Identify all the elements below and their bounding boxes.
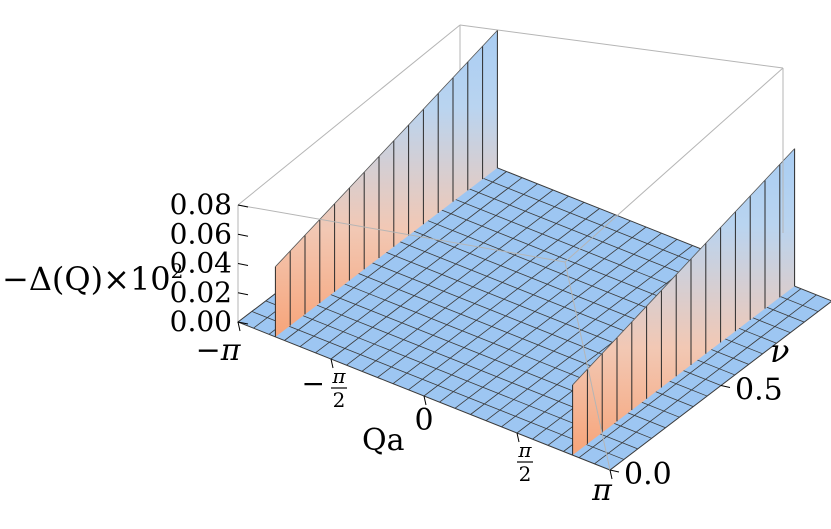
wall-face (572, 148, 795, 456)
surface-wall-left (274, 30, 498, 337)
x-tick-fraction: π2 (517, 438, 533, 486)
x-tick-denominator: 2 (519, 462, 532, 486)
x-tick-fraction: − π2 (302, 364, 347, 412)
x-tick-numerator: π (517, 438, 532, 462)
box-front-edges (237, 67, 784, 471)
x-tick-mark (237, 321, 241, 332)
x-tick-numerator: π (331, 364, 346, 388)
x-tick-label: −π (196, 333, 242, 368)
z-axis-ticks: 0.000.020.040.060.08 (170, 188, 249, 338)
z-tick-label: 0.02 (170, 276, 232, 309)
y-axis-ticks: 0.00.51.0 (609, 373, 783, 492)
x-tick-denominator: 2 (333, 388, 346, 412)
y-tick-mark (609, 469, 620, 473)
x-tick-sign: − (302, 367, 325, 400)
x-tick-label: π (591, 473, 613, 508)
y-tick-mark (720, 385, 731, 388)
z-tick-mark (237, 263, 249, 266)
y-tick-label: 0.5 (735, 373, 783, 408)
surface-wall-right (572, 148, 796, 456)
z-tick-mark (237, 233, 249, 237)
mesh-line-y (251, 311, 625, 460)
z-axis-label: −Δ(Q)×102 (2, 259, 183, 298)
z-tick-mark (237, 292, 249, 296)
x-axis-label: Qa (362, 423, 405, 458)
z-tick-label: 0.00 (170, 305, 232, 338)
y-axis-label: ν (770, 332, 789, 370)
z-tick-label: 0.08 (170, 188, 232, 221)
svg-text:−Δ(Q)×102: −Δ(Q)×102 (2, 259, 183, 298)
z-tick-mark (237, 321, 249, 325)
z-tick-label: 0.06 (170, 217, 232, 250)
z-tick-mark (237, 204, 249, 208)
z-axis-label-text: −Δ(Q)×10 (2, 260, 171, 298)
z-tick-label: 0.04 (170, 247, 232, 280)
x-tick-mark (609, 469, 613, 480)
x-tick-mark (516, 432, 520, 443)
x-tick-mark (423, 395, 427, 406)
x-tick-mark (330, 358, 334, 369)
x-tick-label: 0 (414, 403, 433, 438)
z-axis-label-exponent: 2 (171, 259, 184, 283)
wall-top-edge (275, 30, 498, 267)
y-tick-label: 0.0 (624, 457, 672, 492)
wall-top-edge (572, 148, 795, 386)
wall-face (275, 30, 498, 337)
